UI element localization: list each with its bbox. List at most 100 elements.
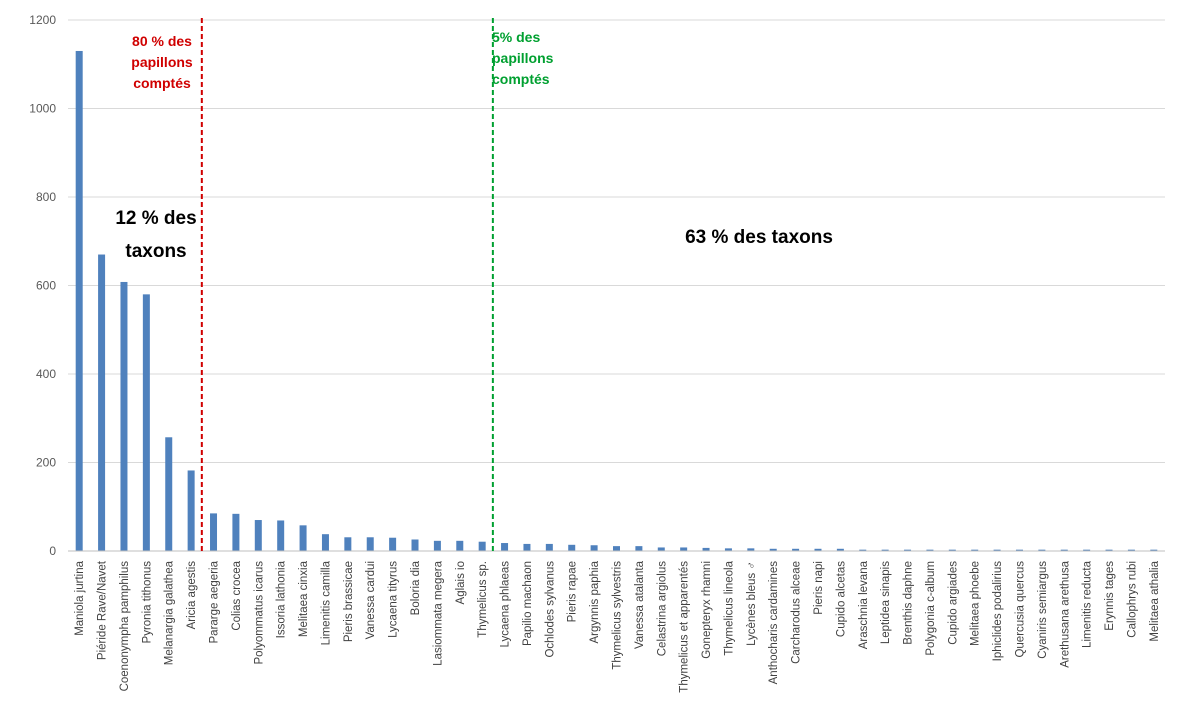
bar	[344, 537, 352, 551]
red-annotation-line-1: 80 % des	[132, 33, 192, 49]
category-label: Cupido argiades	[947, 561, 959, 645]
bar	[120, 281, 128, 551]
category-label: Thymelicus sp.	[477, 561, 489, 638]
category-label: Thymelicus et apparentés	[679, 561, 691, 693]
bar	[165, 437, 173, 551]
category-label: Iphiclides podalirius	[992, 561, 1004, 662]
bar	[299, 525, 307, 551]
bar	[590, 545, 598, 551]
y-tick-label: 1000	[29, 102, 56, 116]
bar	[1015, 549, 1023, 551]
category-label: Arethusana arethusa	[1059, 560, 1071, 667]
green-annotation-line-2: papillons	[492, 50, 554, 66]
y-tick-label: 0	[49, 544, 56, 558]
bar	[366, 537, 374, 551]
category-label: Thymelicus lineola	[723, 560, 735, 655]
y-tick-label: 800	[36, 190, 56, 204]
y-tick-label: 600	[36, 279, 56, 293]
category-label: Araschnia levana	[858, 560, 870, 649]
category-label: Polyommatus icarus	[253, 561, 265, 665]
category-label: Polygonia c-album	[925, 561, 937, 656]
category-label: Aglais io	[455, 561, 467, 604]
category-label: Lasiommata megera	[432, 560, 444, 665]
y-tick-label: 1200	[29, 13, 56, 27]
category-label: Pieris napi	[813, 561, 825, 615]
bar	[478, 541, 486, 551]
bar	[904, 549, 912, 551]
bar	[948, 549, 956, 551]
bar	[232, 513, 240, 551]
category-label: Leptidea sinapis	[880, 561, 892, 644]
category-label: Pyronia tithonus	[141, 561, 153, 644]
category-label: Pieris rapae	[567, 561, 579, 622]
bar	[411, 539, 419, 551]
category-label: Melanargia galathea	[164, 560, 176, 665]
bar	[1038, 549, 1046, 551]
x-axis: Maniola jurtina Piéride Rave/Navet Coenony…	[68, 550, 1165, 693]
bar	[926, 549, 934, 551]
category-label: Melitaea cinxia	[298, 560, 310, 637]
bar	[724, 548, 732, 551]
category-label: Cupido alcetas	[835, 561, 847, 637]
bar	[1060, 549, 1068, 551]
y-tick-label: 200	[36, 456, 56, 470]
bar	[523, 543, 531, 551]
red-annotation-line-2: papillons	[131, 54, 193, 70]
category-label: Ochlodes sylvanus	[544, 561, 556, 658]
bar	[277, 520, 285, 551]
bar	[321, 534, 329, 551]
category-label: Issoria lathonia	[276, 560, 288, 638]
left-taxa-line-1: 12 % des	[115, 208, 196, 229]
category-label: Anthocharis cardamines	[768, 561, 780, 685]
category-label: Limenitis reducta	[1082, 560, 1094, 648]
category-label: Vanessa atalanta	[634, 560, 646, 649]
bars	[75, 50, 1158, 551]
bar	[635, 546, 643, 551]
bar	[993, 549, 1001, 551]
category-label: Maniola jurtina	[74, 560, 86, 635]
green-annotation-line-3: comptés	[492, 71, 550, 87]
category-label: Celastrina argiolus	[656, 561, 668, 656]
bar	[254, 520, 262, 551]
category-label: Papilio machaon	[522, 561, 534, 646]
right-taxa-label: 63 % des taxons	[685, 227, 833, 248]
bar	[456, 540, 464, 551]
category-label: Carcharodus alceae	[791, 561, 803, 664]
bar	[881, 549, 889, 551]
category-label: Limenitis camilla	[320, 560, 332, 645]
bar	[75, 50, 83, 551]
bar	[747, 548, 755, 551]
red-annotation-line-3: comptés	[133, 75, 191, 91]
bar	[1150, 549, 1158, 551]
category-label: Quercusia quercus	[1014, 561, 1026, 658]
bar	[769, 548, 777, 551]
bar	[389, 537, 397, 551]
bar	[98, 254, 106, 551]
bar	[545, 543, 553, 551]
bar	[680, 547, 688, 551]
category-label: Melitaea athalia	[1149, 560, 1161, 641]
gridlines	[68, 19, 1165, 552]
bar	[836, 548, 844, 551]
category-label: Cyaniris semiargus	[1037, 561, 1049, 659]
category-label: Lycaena phlaeas	[500, 561, 512, 648]
left-taxa-line-2: taxons	[125, 241, 186, 262]
bar	[792, 548, 800, 551]
category-label: Erynnis tages	[1104, 561, 1116, 631]
category-label: Aricia agestis	[186, 561, 198, 630]
green-annotation-line-1: 5% des	[492, 29, 540, 45]
category-label: Gonepteryx rhamni	[701, 561, 713, 659]
category-label: Thymelicus sylvestris	[612, 561, 624, 670]
category-label: Piéride Rave/Navet	[97, 560, 109, 660]
y-axis: 0 200 400 600 800 1000 1200	[29, 13, 56, 558]
bar	[859, 549, 867, 551]
bar	[971, 549, 979, 551]
bar	[568, 544, 576, 551]
bar	[1083, 549, 1091, 551]
bar	[210, 513, 218, 551]
category-label: Argynnis paphia	[589, 560, 601, 643]
bar	[142, 294, 150, 551]
y-tick-label: 400	[36, 367, 56, 381]
category-label: Coenonympha pamphilus	[119, 561, 131, 692]
